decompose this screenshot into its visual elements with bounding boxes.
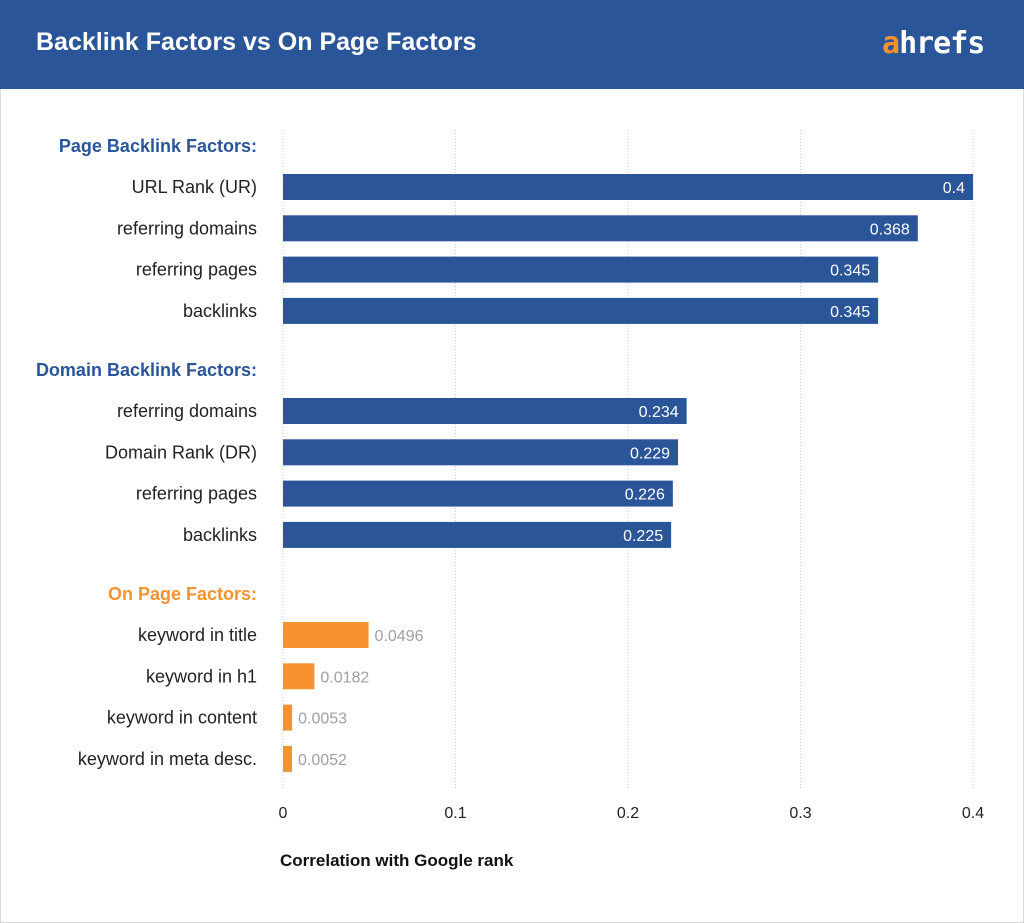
data-label: 0.0053 bbox=[298, 711, 347, 728]
bar bbox=[283, 745, 292, 772]
bar bbox=[283, 704, 293, 731]
category-label: referring pages bbox=[136, 260, 257, 280]
category-label: backlinks bbox=[183, 525, 257, 545]
data-label: 0.368 bbox=[870, 221, 910, 238]
category-label: referring pages bbox=[136, 484, 257, 504]
x-tick-label: 0.1 bbox=[444, 805, 466, 822]
bar bbox=[283, 174, 973, 200]
bar bbox=[283, 398, 687, 424]
x-tick-label: 0.4 bbox=[962, 805, 984, 822]
group-heading: On Page Factors: bbox=[108, 584, 257, 604]
header-bar: Backlink Factors vs On Page Factors ahre… bbox=[0, 0, 1024, 89]
category-label: keyword in title bbox=[138, 625, 257, 645]
category-label: keyword in h1 bbox=[146, 666, 257, 686]
x-tick-label: 0 bbox=[279, 805, 288, 822]
data-label: 0.0182 bbox=[320, 669, 369, 686]
category-label: referring domains bbox=[117, 218, 257, 238]
bar bbox=[283, 622, 369, 648]
category-label: URL Rank (UR) bbox=[132, 177, 257, 197]
bar bbox=[283, 663, 315, 690]
category-label: referring domains bbox=[117, 401, 257, 421]
ahrefs-logo: ahrefs bbox=[882, 26, 985, 61]
category-label: backlinks bbox=[183, 301, 257, 321]
data-label: 0.345 bbox=[830, 304, 870, 321]
bar bbox=[283, 215, 918, 242]
chart-title: Backlink Factors vs On Page Factors bbox=[36, 28, 477, 56]
x-tick-label: 0.2 bbox=[617, 805, 639, 822]
data-label: 0.229 bbox=[630, 445, 670, 462]
bar bbox=[283, 480, 673, 507]
x-axis-label: Correlation with Google rank bbox=[280, 851, 514, 870]
group-heading: Page Backlink Factors: bbox=[59, 136, 257, 156]
data-label: 0.234 bbox=[639, 404, 679, 421]
category-label: Domain Rank (DR) bbox=[105, 442, 257, 462]
category-label: keyword in content bbox=[107, 708, 257, 728]
bar bbox=[283, 256, 879, 283]
data-label: 0.0496 bbox=[375, 628, 424, 645]
x-tick-label: 0.3 bbox=[789, 805, 811, 822]
bar bbox=[283, 521, 672, 548]
category-label: keyword in meta desc. bbox=[78, 749, 257, 769]
data-label: 0.0052 bbox=[298, 752, 347, 769]
data-label: 0.226 bbox=[625, 487, 665, 504]
data-label: 0.225 bbox=[623, 528, 663, 545]
bar bbox=[283, 439, 679, 466]
data-label: 0.4 bbox=[943, 180, 965, 197]
bar bbox=[283, 297, 879, 324]
group-heading: Domain Backlink Factors: bbox=[36, 360, 257, 380]
data-label: 0.345 bbox=[830, 263, 870, 280]
